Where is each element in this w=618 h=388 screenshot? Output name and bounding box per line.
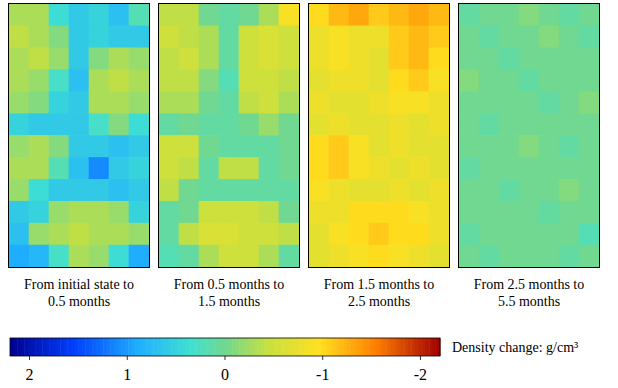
html-text:From 0.5 months to 1.5 months: From 0.5 months to 1.5 months [173,277,285,309]
svg-text:-2: -2 [414,366,427,383]
html-text:From 1.5 months to 2.5 months: From 1.5 months to 2.5 months [323,277,435,309]
svg-text:Density change: g/cm³: Density change: g/cm³ [452,340,578,355]
html-text:From initial state to 0.5 mont: From initial state to 0.5 months [24,277,134,309]
svg-text:2: 2 [26,366,34,383]
svg-text:0: 0 [221,366,229,383]
svg-text:-1: -1 [316,366,329,383]
html-text:From 2.5 months to 5.5 months: From 2.5 months to 5.5 months [473,277,585,309]
svg-text:1: 1 [123,366,131,383]
